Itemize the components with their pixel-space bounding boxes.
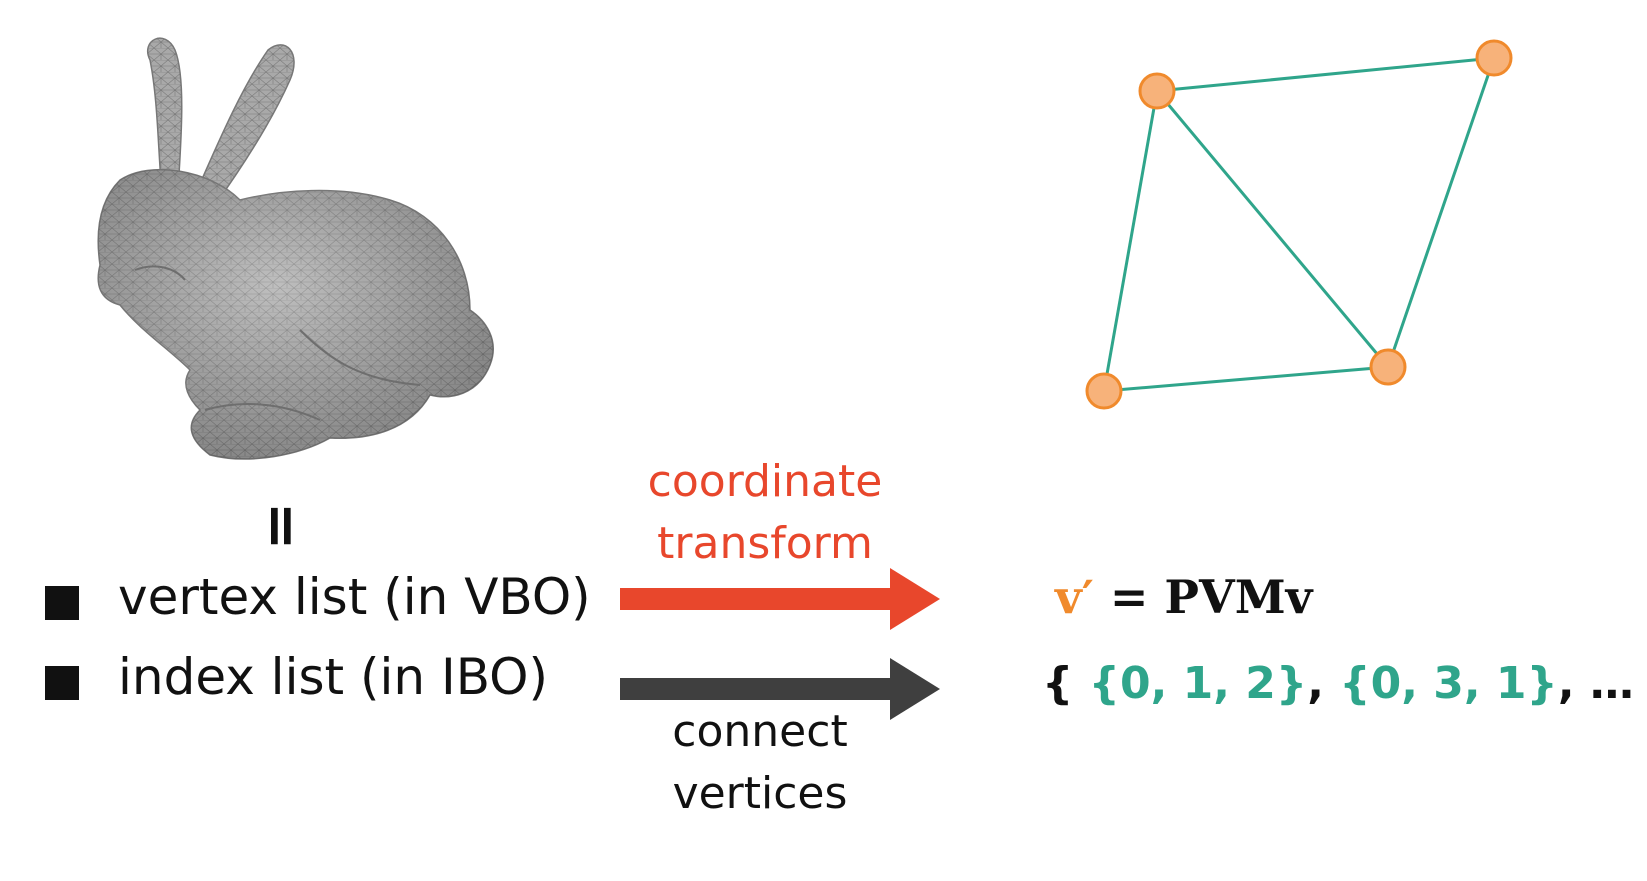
- mesh-vertex: [1369, 348, 1407, 386]
- mesh-edge: [1102, 90, 1159, 392]
- transform-label: transform: [657, 518, 873, 569]
- index-list-label: index list (in IBO): [118, 648, 549, 706]
- mesh-edge: [1155, 90, 1390, 368]
- mesh-vertex: [1085, 372, 1123, 410]
- index-open-brace: {: [1042, 658, 1089, 709]
- index-separator: ,: [1307, 658, 1340, 709]
- formula-lhs: v′: [1055, 570, 1094, 624]
- index-tail: , … }: [1557, 658, 1647, 709]
- equals-sign: =: [248, 501, 317, 551]
- mesh-edge: [1156, 56, 1495, 93]
- vertices-label: vertices: [672, 768, 848, 819]
- formula-rest: = PVMv: [1093, 570, 1313, 624]
- square-bullet-icon: [45, 666, 79, 700]
- index-group: {0, 3, 1}: [1339, 658, 1558, 709]
- coordinate-transform-arrow: [620, 568, 940, 630]
- bunny-mesh-icon: [97, 37, 494, 460]
- mesh-edge: [1103, 365, 1389, 393]
- mesh-vertex: [1138, 72, 1176, 110]
- transform-formula: v′ = PVMv: [1055, 570, 1312, 624]
- connect-label: connect: [672, 706, 848, 757]
- mesh-vertices: [1085, 39, 1513, 410]
- mesh-edge: [1386, 57, 1496, 368]
- square-bullet-icon: [45, 586, 79, 620]
- coordinate-label: coordinate: [647, 456, 883, 507]
- index-group: {0, 1, 2}: [1088, 658, 1308, 709]
- index-list-expression: { {0, 1, 2}, {0, 3, 1}, … }: [1042, 658, 1647, 709]
- connect-vertices-arrow: [620, 658, 940, 720]
- mesh-vertex: [1475, 39, 1513, 77]
- vertex-list-label: vertex list (in VBO): [118, 568, 591, 626]
- mesh-edges: [1102, 56, 1496, 393]
